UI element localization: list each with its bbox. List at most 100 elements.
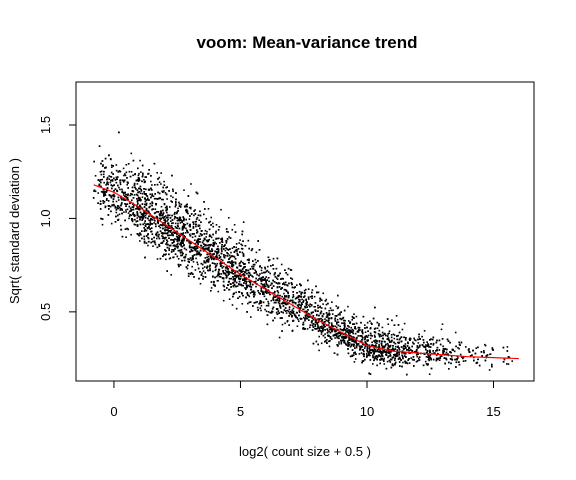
data-point bbox=[427, 363, 429, 365]
data-point bbox=[353, 341, 356, 343]
data-point bbox=[263, 295, 266, 298]
data-point bbox=[344, 323, 346, 325]
data-point bbox=[181, 251, 183, 253]
data-point bbox=[375, 355, 378, 357]
data-point bbox=[108, 175, 111, 177]
data-point bbox=[220, 247, 223, 250]
data-point bbox=[219, 256, 222, 258]
data-point bbox=[103, 176, 105, 178]
data-point bbox=[219, 265, 222, 267]
data-point bbox=[266, 279, 268, 281]
data-point bbox=[203, 243, 205, 245]
data-point bbox=[231, 260, 233, 262]
data-point bbox=[260, 290, 263, 293]
data-point bbox=[102, 173, 105, 176]
data-point bbox=[430, 343, 432, 345]
data-point bbox=[235, 243, 238, 245]
data-point bbox=[246, 259, 249, 261]
data-point bbox=[247, 269, 250, 272]
data-point bbox=[174, 253, 177, 255]
data-point bbox=[153, 217, 155, 219]
data-point bbox=[347, 348, 349, 350]
data-point bbox=[151, 202, 154, 204]
data-point bbox=[101, 178, 103, 181]
data-point bbox=[353, 343, 355, 346]
data-point bbox=[259, 273, 261, 275]
data-point bbox=[94, 190, 97, 193]
data-point bbox=[403, 322, 406, 325]
data-point bbox=[298, 298, 300, 301]
data-point bbox=[274, 317, 276, 319]
data-point bbox=[204, 229, 207, 232]
data-point bbox=[268, 291, 271, 294]
data-point bbox=[394, 359, 396, 361]
data-point bbox=[183, 235, 185, 237]
data-point bbox=[343, 337, 345, 340]
data-point bbox=[171, 233, 173, 235]
data-point bbox=[172, 244, 175, 247]
data-point bbox=[269, 311, 272, 314]
data-point bbox=[398, 341, 400, 344]
data-point bbox=[349, 339, 351, 341]
data-point bbox=[168, 224, 170, 227]
data-point bbox=[347, 345, 349, 347]
data-point bbox=[125, 236, 127, 238]
data-point bbox=[179, 206, 182, 208]
data-point bbox=[304, 318, 306, 320]
data-point bbox=[198, 277, 200, 280]
data-point bbox=[454, 358, 456, 361]
data-point bbox=[381, 340, 383, 343]
data-point bbox=[387, 355, 390, 358]
data-point bbox=[435, 350, 437, 352]
data-point bbox=[286, 320, 289, 322]
data-point bbox=[217, 272, 220, 275]
data-point bbox=[231, 261, 234, 264]
data-point bbox=[353, 352, 355, 354]
data-point bbox=[201, 241, 204, 244]
data-point bbox=[131, 199, 133, 201]
data-point bbox=[239, 239, 241, 241]
data-point bbox=[307, 315, 309, 318]
data-point bbox=[225, 228, 228, 230]
data-point bbox=[245, 280, 247, 283]
data-point bbox=[134, 218, 136, 221]
data-point bbox=[253, 272, 256, 274]
data-point bbox=[337, 332, 340, 335]
data-point bbox=[396, 335, 398, 337]
data-point bbox=[437, 358, 439, 360]
data-point bbox=[195, 247, 198, 250]
data-point bbox=[129, 194, 131, 197]
data-point bbox=[225, 266, 228, 268]
data-point bbox=[169, 217, 172, 219]
data-point bbox=[378, 340, 381, 342]
data-point bbox=[361, 330, 363, 333]
data-point bbox=[186, 230, 188, 232]
data-point bbox=[191, 246, 194, 249]
data-point bbox=[136, 183, 139, 185]
data-point bbox=[164, 254, 166, 256]
data-point bbox=[194, 239, 196, 241]
data-point bbox=[131, 219, 133, 221]
data-point bbox=[417, 357, 420, 360]
data-point bbox=[280, 278, 282, 280]
data-point bbox=[143, 211, 146, 213]
data-point bbox=[170, 251, 173, 253]
data-point bbox=[270, 265, 272, 267]
data-point bbox=[405, 337, 407, 339]
data-point bbox=[222, 299, 225, 302]
data-point bbox=[278, 336, 281, 339]
data-point bbox=[221, 262, 223, 264]
data-point bbox=[184, 223, 187, 226]
data-point bbox=[320, 342, 323, 345]
data-point bbox=[351, 315, 354, 318]
data-point bbox=[168, 249, 170, 251]
data-point bbox=[178, 238, 181, 240]
data-point bbox=[273, 281, 276, 283]
data-point bbox=[436, 339, 438, 342]
data-point bbox=[177, 242, 179, 245]
data-point bbox=[143, 242, 146, 244]
data-point bbox=[248, 247, 250, 250]
data-point bbox=[217, 274, 219, 276]
data-point bbox=[338, 343, 340, 345]
data-point bbox=[383, 346, 386, 349]
